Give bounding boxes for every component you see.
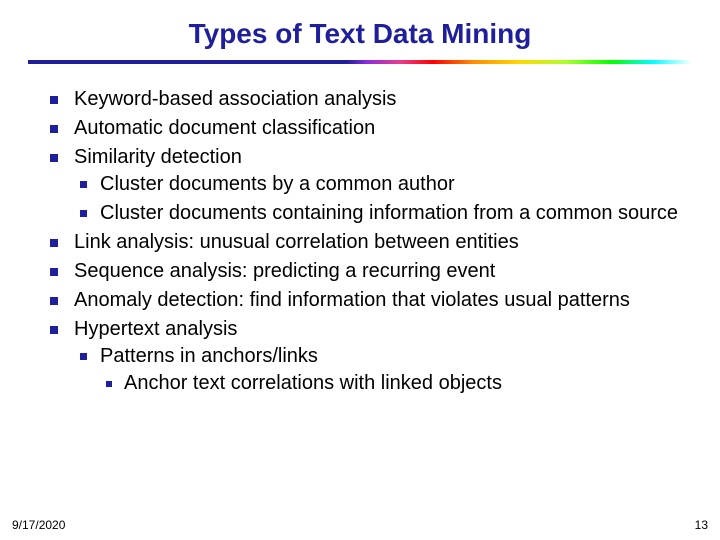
bullet-text: Similarity detection [74,146,242,168]
page-number: 13 [695,518,708,532]
bullet-text: Link analysis: unusual correlation betwe… [74,231,519,253]
bullet-list: Anchor text correlations with linked obj… [100,370,692,397]
divider-color-bar [28,60,692,64]
list-item: Link analysis: unusual correlation betwe… [46,229,692,256]
bullet-text: Automatic document classification [74,117,375,139]
content-area: Keyword-based association analysis Autom… [28,86,692,397]
bullet-list: Cluster documents by a common author Clu… [74,171,692,227]
list-item: Anchor text correlations with linked obj… [100,370,692,397]
list-item: Hypertext analysis Patterns in anchors/l… [46,316,692,397]
bullet-text: Anchor text correlations with linked obj… [124,372,502,394]
list-item: Keyword-based association analysis [46,86,692,113]
list-item: Automatic document classification [46,115,692,142]
list-item: Patterns in anchors/links Anchor text co… [74,343,692,397]
slide: Types of Text Data Mining Keyword-based … [0,0,720,540]
bullet-text: Cluster documents containing information… [100,202,678,224]
bullet-text: Patterns in anchors/links [100,345,318,367]
list-item: Similarity detection Cluster documents b… [46,144,692,227]
list-item: Sequence analysis: predicting a recurrin… [46,258,692,285]
list-item: Cluster documents by a common author [74,171,692,198]
footer: 9/17/2020 13 [12,518,708,532]
bullet-text: Keyword-based association analysis [74,88,396,110]
bullet-text: Hypertext analysis [74,318,237,340]
list-item: Cluster documents containing information… [74,200,692,227]
bullet-list: Patterns in anchors/links Anchor text co… [74,343,692,397]
bullet-text: Sequence analysis: predicting a recurrin… [74,260,495,282]
bullet-list: Keyword-based association analysis Autom… [46,86,692,397]
page-title: Types of Text Data Mining [28,18,692,50]
footer-date: 9/17/2020 [12,518,65,532]
list-item: Anomaly detection: find information that… [46,287,692,314]
bullet-text: Cluster documents by a common author [100,173,455,195]
bullet-text: Anomaly detection: find information that… [74,289,630,311]
